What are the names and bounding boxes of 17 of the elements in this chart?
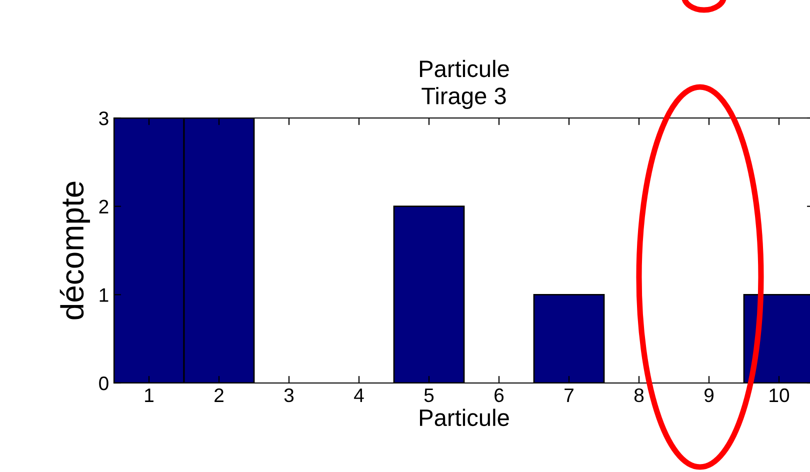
x-tick-label: 3 [284,388,294,402]
x-tick-label: 2 [214,388,224,402]
x-tick-label: 5 [424,388,434,402]
y-tick-label: 3 [99,111,108,126]
x-tick-label: 6 [494,388,504,402]
chart-title: Particule Tirage 3 [420,60,509,110]
x-tick-label: 9 [704,388,714,402]
x-tick-label: 1 [145,388,154,402]
y-tick-label: 1 [100,288,108,302]
x-tick-label: 4 [354,388,364,402]
y-tick-label: 0 [99,376,108,390]
x-axis-title: Particule [420,408,509,426]
y-axis-title: décompte [60,182,90,320]
x-tick-label: 10 [770,388,790,402]
x-tick-label: 8 [634,388,644,402]
x-tick-label: 7 [564,388,574,402]
y-tick-label: 2 [99,200,108,214]
